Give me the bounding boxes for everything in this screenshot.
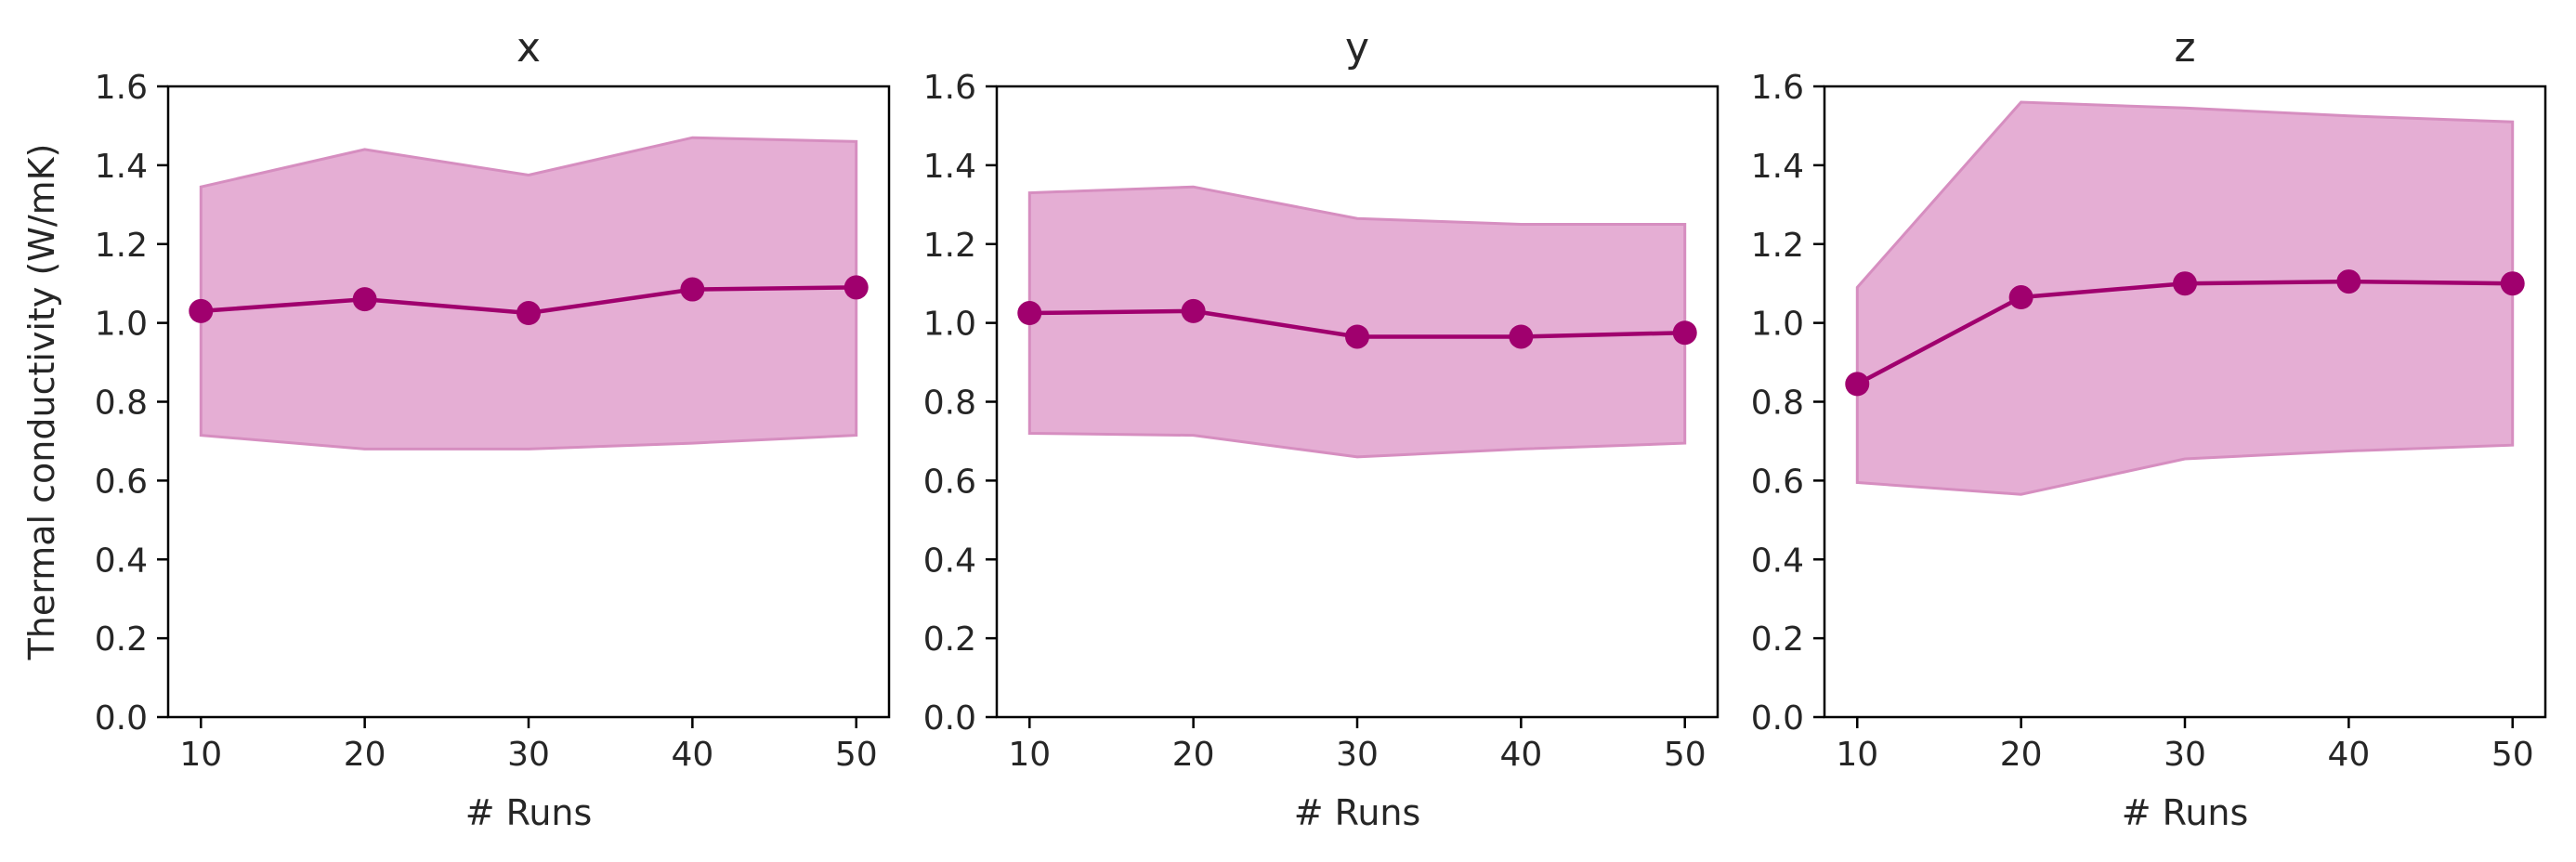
chart-0-band (199, 136, 858, 451)
chart-1-y-tick-label: 0.0 (923, 699, 976, 738)
chart-0-y-tick-label: 0.0 (95, 699, 148, 738)
chart-2-y-tick-label: 0.8 (1751, 385, 1804, 423)
chart-1-data-point (1509, 324, 1534, 349)
chart-1-data-point (1017, 301, 1042, 326)
chart-1-y-tick-label: 1.6 (923, 69, 976, 107)
chart-2-x-tick-label: 40 (2327, 736, 2370, 774)
chart-2-y-tick-label: 1.2 (1751, 227, 1804, 265)
chart-2-panel: 10 20 30 40 50 0.0 0.2 0.4 0.6 0.8 1.0 1.2 1.4 1.6 z # … (1751, 24, 2547, 833)
chart-2-x-tick-label: 30 (2164, 736, 2206, 774)
chart-0-y-tick-label: 1.0 (95, 306, 148, 344)
chart-0-data-point (843, 275, 869, 300)
chart-2-data-point (1845, 372, 1870, 397)
chart-0-y-tick-label: 0.2 (95, 620, 148, 659)
chart-2-x-axis-label: # Runs (2122, 792, 2249, 833)
chart-2-y-tick-label: 1.6 (1751, 69, 1804, 107)
chart-0-data-point (352, 287, 377, 312)
chart-0-y-tick-label: 1.4 (95, 148, 148, 186)
chart-1-y-tick-label: 0.4 (923, 542, 976, 580)
chart-2-y-tick-label: 0.0 (1751, 699, 1804, 738)
chart-0-y-tick-label: 0.4 (95, 542, 148, 580)
chart-0-x-tick-label: 30 (507, 736, 550, 774)
chart-1-x-tick-label: 30 (1336, 736, 1379, 774)
chart-0-y-tick-label: 0.8 (95, 385, 148, 423)
chart-2-data-point (2173, 271, 2197, 296)
chart-1-panel: 10 20 30 40 50 0.0 0.2 0.4 0.6 0.8 1.0 1.2 1.4 1.6 y # … (923, 24, 1720, 833)
chart-0-y-axis-label: Thermal conductivity (W/mK) (21, 144, 62, 661)
chart-2-x-tick-label: 50 (2491, 736, 2534, 774)
chart-2-data-point (2008, 285, 2033, 310)
chart-1-data-point (1181, 298, 1206, 323)
chart-0-data-point (189, 298, 214, 323)
chart-1-x-tick-label: 10 (1008, 736, 1051, 774)
chart-1-title: y (1345, 24, 1369, 72)
chart-1-x-tick-label: 20 (1172, 736, 1215, 774)
chart-0-x-axis-label: # Runs (465, 792, 593, 833)
chart-0-x-tick-label: 50 (835, 736, 878, 774)
chart-2-y-tick-label: 0.4 (1751, 542, 1804, 580)
chart-1-y-tick-label: 1.4 (923, 148, 976, 186)
chart-0-y-tick-label: 0.6 (95, 463, 148, 501)
chart-2-y-tick-label: 1.0 (1751, 306, 1804, 344)
chart-1-x-tick-label: 40 (1499, 736, 1542, 774)
chart-1-band (1027, 185, 1687, 459)
chart-2-data-point (2336, 269, 2361, 294)
chart-2-x-tick-label: 20 (2000, 736, 2043, 774)
chart-2-band (1855, 100, 2515, 496)
chart-2-y-tick-label: 1.4 (1751, 148, 1804, 186)
chart-0-title: x (517, 24, 541, 72)
chart-1-data-point (1672, 320, 1697, 346)
chart-0-x-tick-label: 20 (344, 736, 386, 774)
chart-0-panel: 10 20 30 40 50 0.0 0.2 0.4 0.6 0.8 1.0 1.2 1.4 1.6 x # … (21, 24, 891, 833)
chart-2-y-tick-label: 0.6 (1751, 463, 1804, 501)
chart-2-data-point (2500, 271, 2525, 296)
chart-2-x-tick-label: 10 (1836, 736, 1878, 774)
chart-1-x-tick-label: 50 (1664, 736, 1706, 774)
chart-1-y-tick-label: 0.8 (923, 385, 976, 423)
chart-1-data-point (1345, 324, 1369, 349)
chart-1-y-tick-label: 1.2 (923, 227, 976, 265)
chart-0-y-tick-label: 1.2 (95, 227, 148, 265)
chart-1-y-tick-label: 0.6 (923, 463, 976, 501)
chart-0-x-tick-label: 10 (179, 736, 222, 774)
chart-0-x-tick-label: 40 (671, 736, 713, 774)
chart-1-y-tick-label: 1.0 (923, 306, 976, 344)
chart-2-title: z (2174, 24, 2195, 72)
chart-2-y-tick-label: 0.2 (1751, 620, 1804, 659)
chart-0-data-point (680, 277, 705, 302)
chart-1-x-axis-label: # Runs (1294, 792, 1421, 833)
chart-0-y-tick-label: 1.6 (95, 69, 148, 107)
chart-1-y-tick-label: 0.2 (923, 620, 976, 659)
chart-0-data-point (517, 301, 541, 326)
